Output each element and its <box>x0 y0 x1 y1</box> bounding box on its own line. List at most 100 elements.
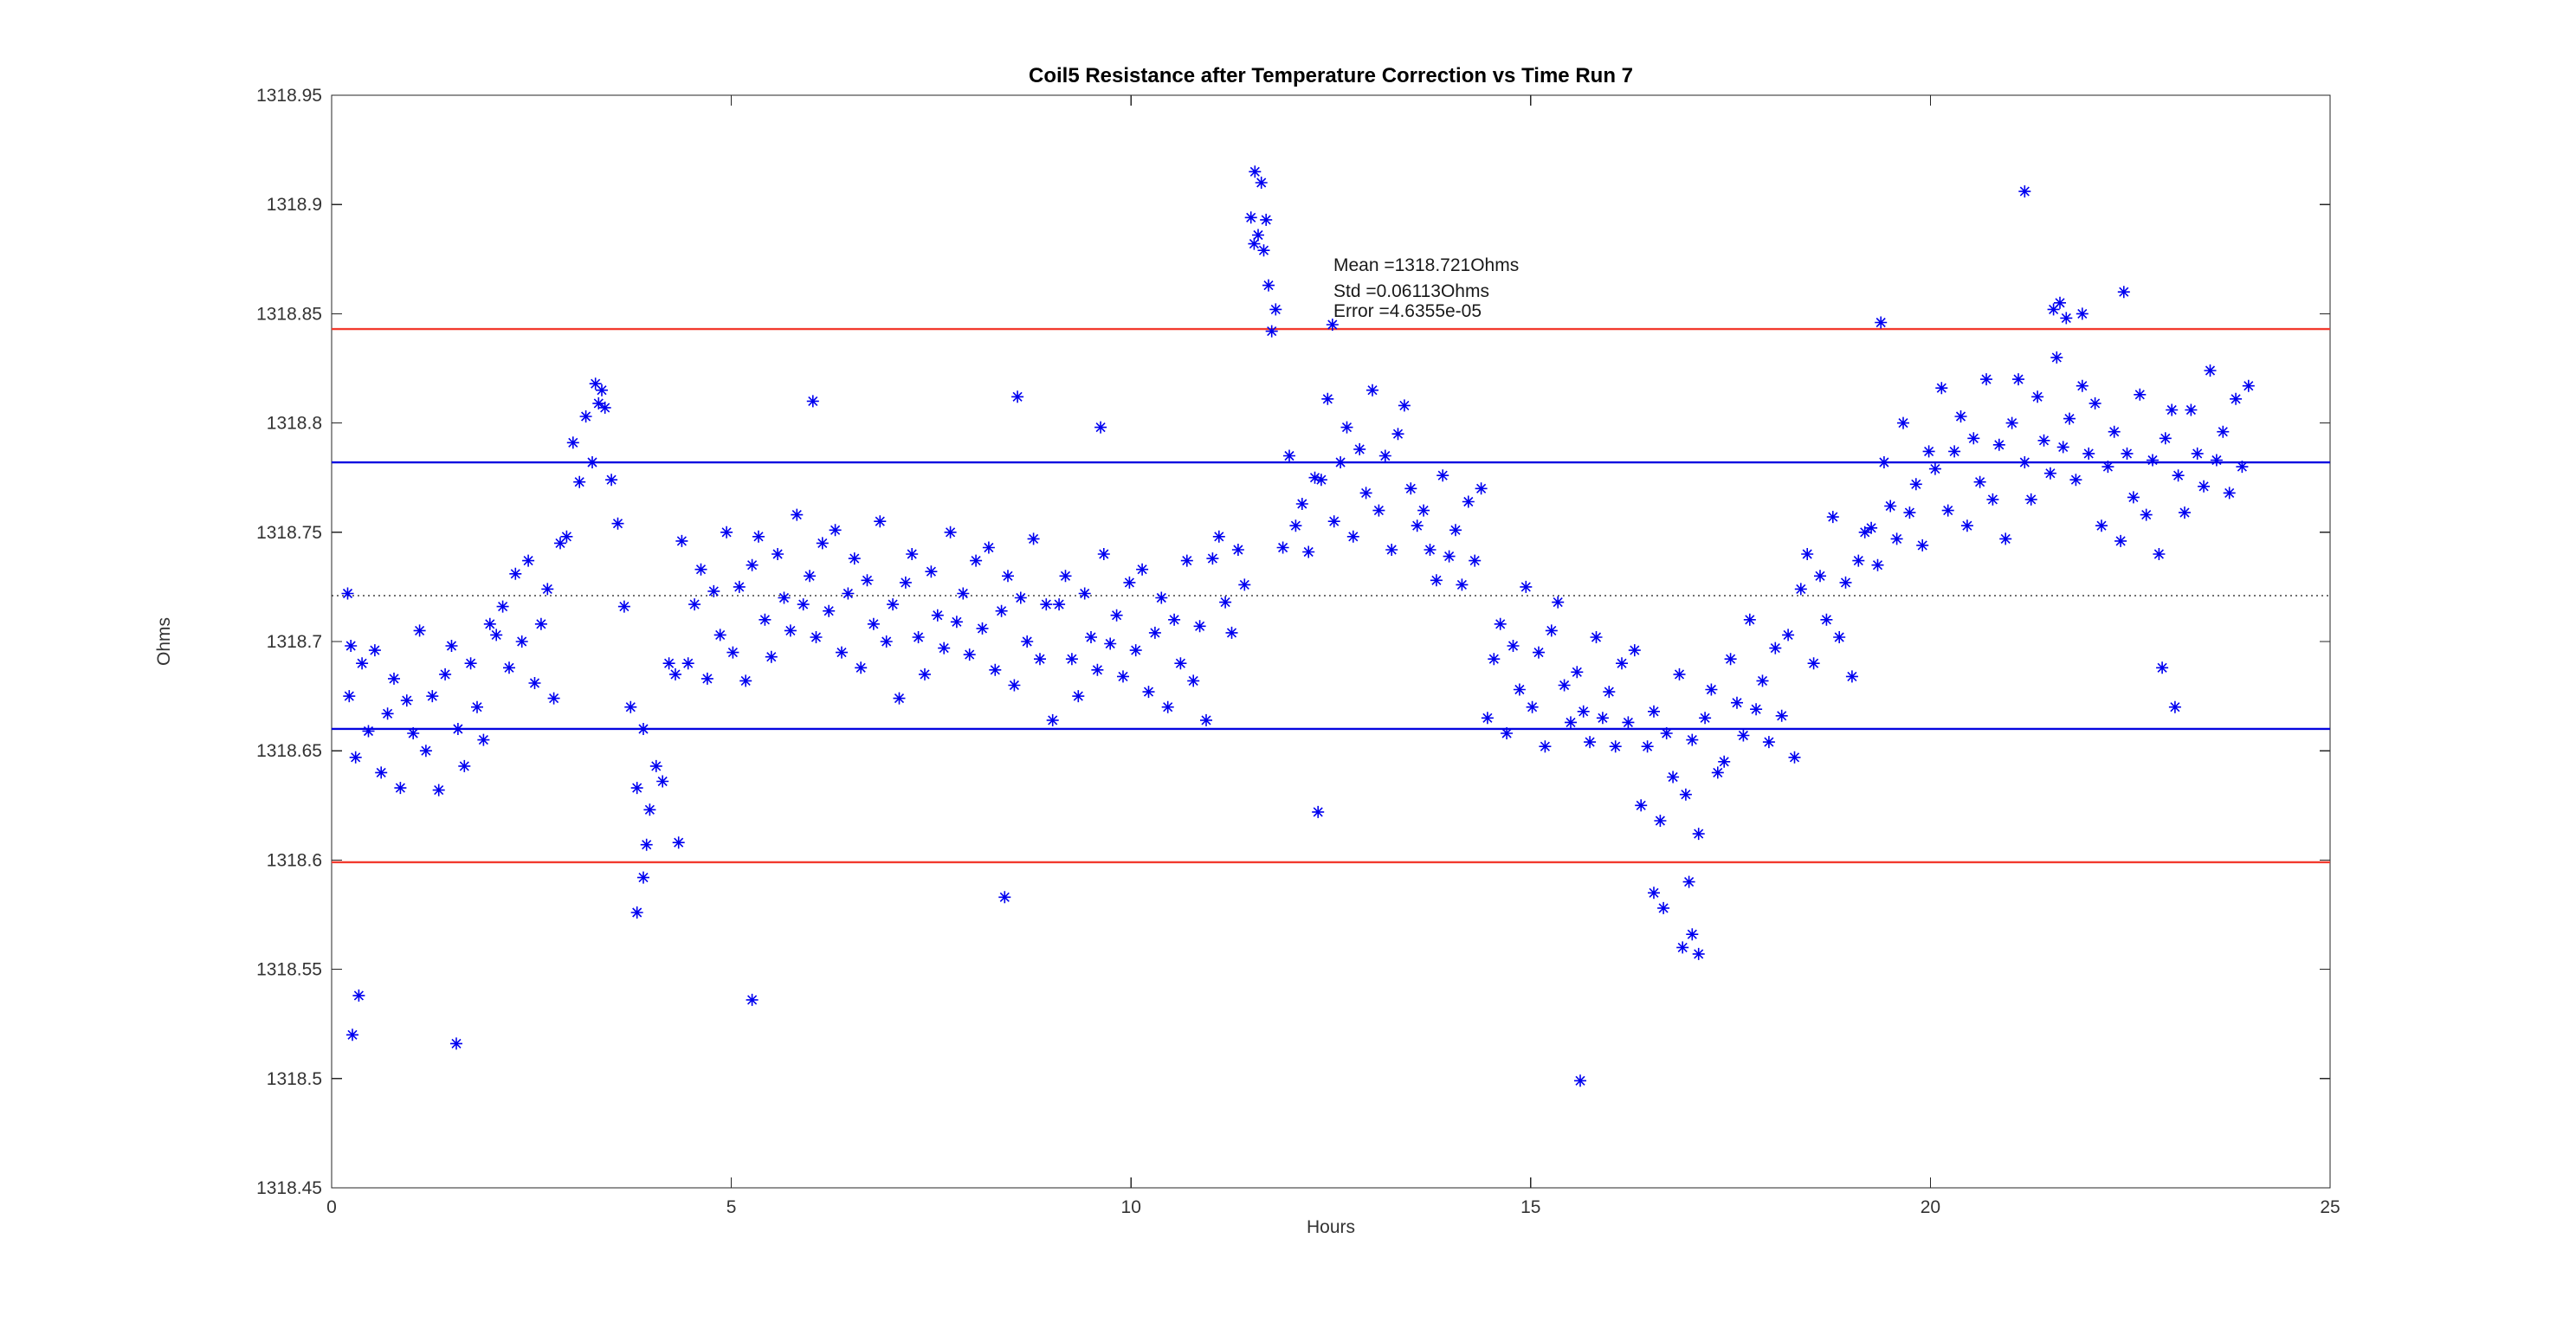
y-tick-label: 1318.8 <box>267 414 322 434</box>
data-point-marker <box>2047 303 2060 316</box>
data-point-marker <box>1378 449 1391 462</box>
data-point-marker <box>2063 412 2076 425</box>
data-point-marker <box>675 534 688 547</box>
data-point-marker <box>1571 666 1584 679</box>
data-point-marker <box>1603 686 1616 699</box>
data-point-marker <box>534 617 547 630</box>
data-point-marker <box>1513 683 1526 696</box>
data-point-marker <box>579 410 592 422</box>
data-point-marker <box>810 631 823 643</box>
data-point-marker <box>1692 947 1705 960</box>
data-point-marker <box>2037 434 2050 447</box>
data-point-marker <box>1475 482 1488 495</box>
data-point-marker <box>1507 640 1520 652</box>
data-point-marker <box>1948 445 1961 458</box>
data-point-marker <box>1417 504 1430 517</box>
data-point-marker <box>1449 524 1462 537</box>
data-point-marker <box>938 642 951 655</box>
data-point-marker <box>1008 679 1021 692</box>
data-point-marker <box>2018 456 2031 468</box>
data-point-marker <box>368 644 381 657</box>
y-tick-label: 1318.85 <box>256 304 322 324</box>
data-point-marker <box>784 624 797 637</box>
y-tick-label: 1318.55 <box>256 960 322 980</box>
data-point-marker <box>1980 373 1992 386</box>
data-point-marker <box>1385 544 1398 556</box>
data-point-marker <box>611 517 624 530</box>
x-tick-label: 0 <box>326 1197 337 1217</box>
data-point-marker <box>1276 541 1289 554</box>
data-point-marker <box>1346 530 1359 543</box>
data-point-marker <box>1053 598 1066 611</box>
y-tick-label: 1318.9 <box>267 195 322 215</box>
data-point-marker <box>1161 700 1174 713</box>
data-point-marker <box>1539 740 1552 753</box>
data-point-marker <box>759 613 772 626</box>
data-point-marker <box>1046 713 1059 726</box>
data-point-marker <box>874 515 887 528</box>
data-point-marker <box>1244 211 1257 224</box>
data-point-marker <box>1692 828 1705 841</box>
data-point-marker <box>1193 620 1206 633</box>
data-point-marker <box>1890 532 1903 545</box>
data-point-marker <box>867 617 880 630</box>
data-point-marker <box>1072 690 1085 703</box>
data-point-marker <box>1596 712 1609 725</box>
data-point-marker <box>1269 303 1282 316</box>
data-point-marker <box>2172 469 2185 482</box>
data-point-marker <box>1954 410 1967 422</box>
data-point-marker <box>1334 456 1347 468</box>
data-point-marker <box>445 640 458 652</box>
data-point-marker <box>2117 286 2130 299</box>
data-point-marker <box>804 570 817 583</box>
data-point-marker <box>1168 613 1181 626</box>
data-point-marker <box>2069 474 2082 487</box>
data-point-marker <box>1340 421 1353 434</box>
data-point-marker <box>432 784 445 796</box>
data-point-marker <box>1219 596 1232 609</box>
data-point-marker <box>1762 736 1775 749</box>
data-point-marker <box>2076 307 2089 320</box>
tick-labels: 0 5 10 15 20 25 1318.45 1318.5 1318.55 1318.6 1318… <box>256 86 2340 1217</box>
data-point-marker <box>1667 771 1680 784</box>
reference-lines <box>332 327 2330 864</box>
data-point-marker <box>1321 392 1334 405</box>
data-point-marker <box>643 803 656 816</box>
data-point-marker <box>1928 462 1941 475</box>
data-point-marker <box>2024 493 2037 506</box>
data-point-marker <box>816 537 829 550</box>
data-point-marker <box>450 1037 462 1050</box>
data-point-marker <box>1737 729 1750 742</box>
data-point-marker <box>746 558 759 571</box>
data-point-marker <box>1314 474 1327 487</box>
data-point-marker <box>362 725 375 738</box>
data-point-marker <box>2168 700 2181 713</box>
data-point-marker <box>1574 1074 1586 1087</box>
data-point-marker <box>1424 544 1436 556</box>
data-point-marker <box>1916 539 1929 551</box>
data-point-marker <box>1986 493 1999 506</box>
data-point-marker <box>1308 471 1321 484</box>
data-point-marker <box>1289 519 1302 532</box>
data-point-marker <box>1520 580 1533 593</box>
data-point-marker <box>630 906 643 919</box>
data-point-marker <box>617 600 630 613</box>
data-point-marker <box>624 700 637 713</box>
data-point-marker <box>554 537 566 550</box>
data-point-marker <box>1724 653 1737 666</box>
data-point-marker <box>982 541 995 554</box>
data-point-marker <box>1302 545 1315 558</box>
axis-ticks <box>331 94 2331 1189</box>
data-point-marker <box>1501 727 1514 739</box>
x-tick-label: 5 <box>726 1197 737 1217</box>
data-point-marker <box>1295 498 1308 510</box>
data-point-marker <box>772 548 784 560</box>
data-point-marker <box>1648 887 1660 900</box>
data-point-marker <box>1769 642 1782 655</box>
data-point-marker <box>1443 550 1456 563</box>
data-point-marker <box>515 635 528 648</box>
data-point-marker <box>1973 475 1986 488</box>
data-point-marker <box>806 395 819 408</box>
y-tick-label: 1318.75 <box>256 523 322 543</box>
data-point-marker <box>1875 316 1888 329</box>
